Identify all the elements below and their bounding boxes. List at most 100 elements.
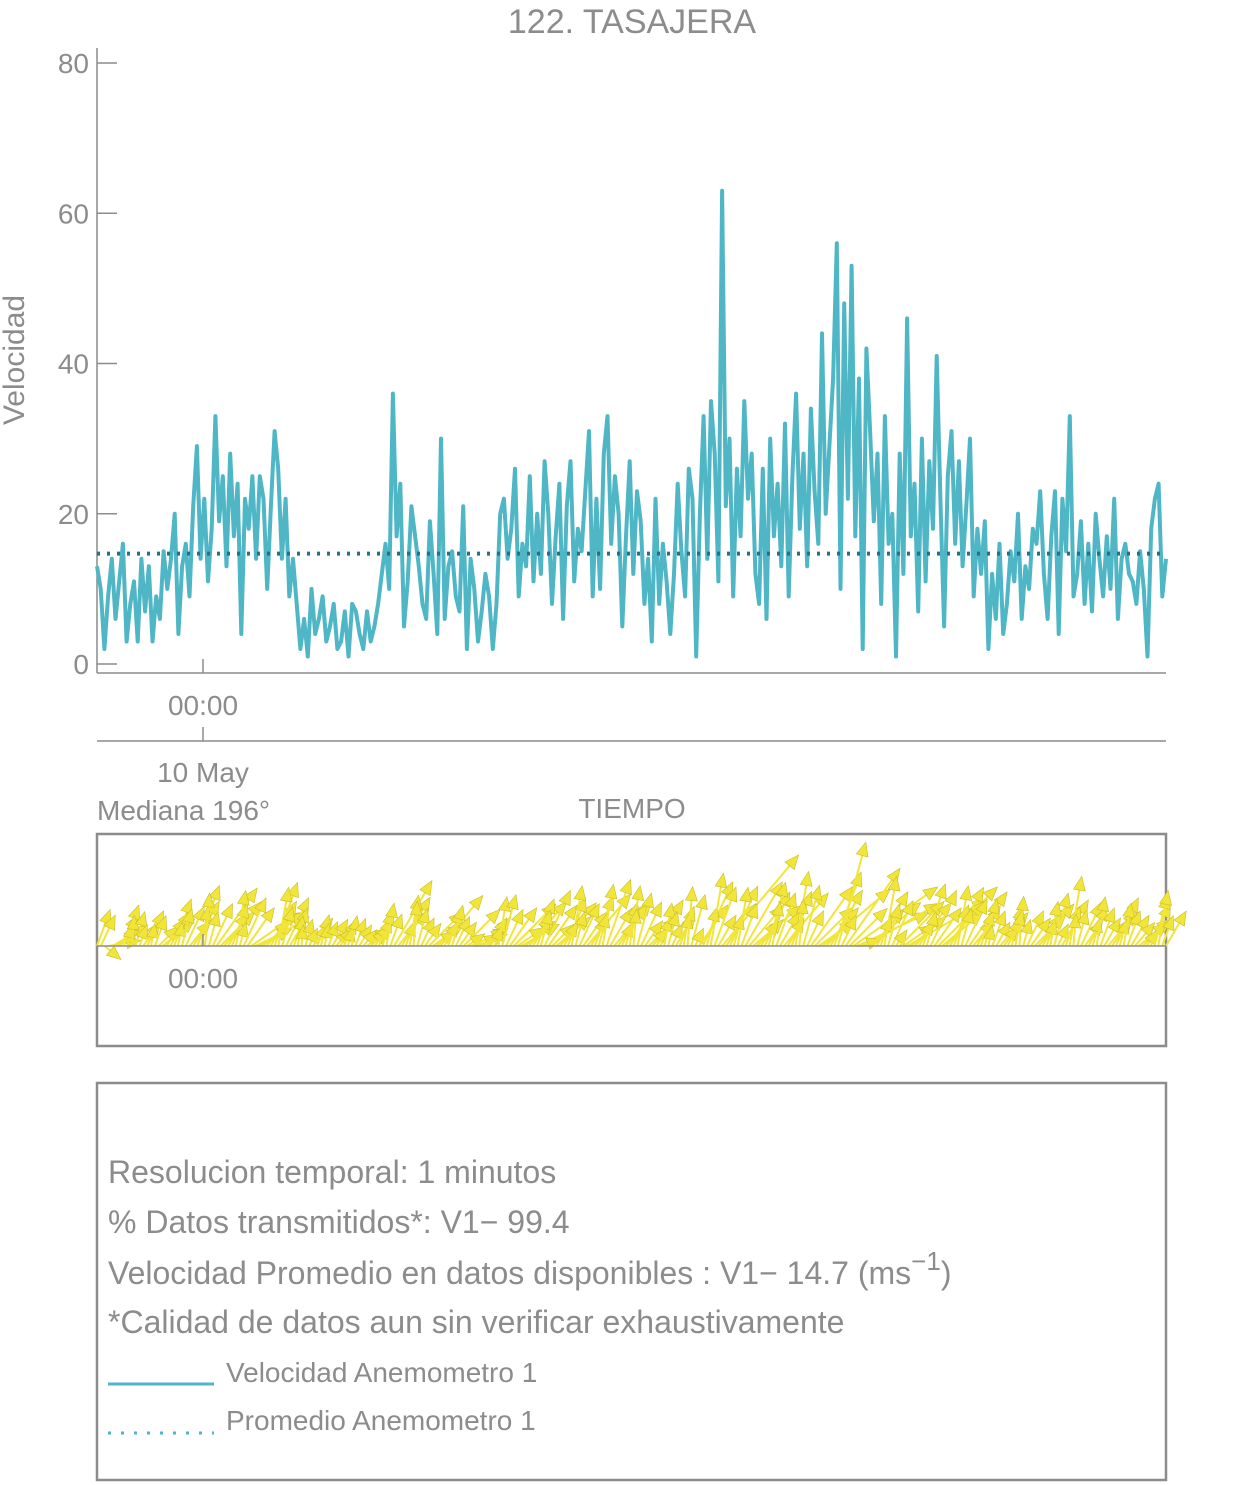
y-tick-label: 80 — [58, 48, 89, 79]
wind-arrow-shaft — [246, 918, 268, 947]
wind-arrow-head — [667, 910, 680, 928]
wind-arrow-shaft — [802, 898, 817, 947]
wind-arrow — [848, 907, 888, 947]
wind-arrow-shaft — [659, 929, 668, 947]
wind-arrow — [640, 901, 662, 947]
wind-arrow-head — [296, 897, 309, 914]
wind-arrow-shaft — [551, 933, 565, 947]
info-mean-speed-end: ) — [941, 1255, 952, 1291]
direction-plot-frame — [95, 832, 1168, 1048]
wind-arrow — [609, 907, 633, 947]
wind-arrow-shaft — [1126, 923, 1137, 947]
wind-arrow-shaft — [620, 934, 628, 947]
wind-arrow-head — [649, 901, 662, 918]
wind-arrow — [1165, 910, 1187, 947]
wind-arrow — [104, 945, 122, 961]
wind-arrow-shaft — [1080, 914, 1097, 947]
wind-arrow-shaft — [814, 916, 845, 947]
wind-arrow-shaft — [509, 918, 530, 947]
wind-arrow — [840, 914, 857, 947]
wind-arrow-shaft — [798, 913, 804, 947]
wind-arrow-head — [641, 892, 654, 909]
wind-arrow — [667, 910, 680, 947]
wind-arrow — [574, 910, 588, 947]
wind-arrow — [547, 904, 578, 947]
wind-arrow — [277, 886, 293, 947]
wind-arrow-head — [982, 886, 998, 902]
wind-arrow-head — [983, 924, 996, 941]
wind-arrow-shaft — [840, 927, 852, 947]
wind-arrow-head — [922, 886, 939, 901]
wind-arrow — [153, 914, 168, 947]
wind-arrow-shaft — [362, 939, 369, 947]
wind-arrow — [736, 886, 752, 947]
wind-arrow-head — [523, 907, 538, 924]
chart-title: 122. TASAJERA — [508, 3, 757, 41]
wind-arrow — [246, 907, 275, 947]
wind-arrow — [893, 929, 908, 947]
wind-arrow-head — [714, 872, 728, 889]
wind-arrow — [991, 910, 1007, 947]
wind-arrow-head — [417, 907, 430, 925]
wind-arrow-shaft — [428, 920, 454, 947]
wind-arrow-shaft — [717, 926, 730, 947]
wind-arrow-shaft — [632, 922, 637, 947]
wind-arrow-shaft — [771, 915, 779, 947]
wind-arrow-head — [993, 891, 1008, 908]
wind-arrow-head — [154, 914, 168, 932]
wind-arrow-shaft — [177, 935, 181, 947]
wind-arrow-shaft — [663, 916, 671, 947]
wind-arrows — [96, 841, 1187, 961]
info-box-frame — [95, 1081, 1168, 1482]
wind-arrow-shaft — [447, 922, 458, 947]
info-mean-speed-unit-exp: −1 — [911, 1246, 941, 1276]
wind-arrow-shaft — [686, 900, 693, 947]
wind-arrow — [578, 902, 600, 947]
wind-arrow-shaft — [563, 933, 572, 947]
wind-arrow — [281, 906, 296, 947]
info-mean-speed: Velocidad Promedio en datos disponibles … — [108, 1246, 951, 1291]
wind-arrow-head — [208, 884, 221, 902]
wind-arrow-shaft — [543, 902, 566, 947]
wind-arrow-shaft — [130, 929, 135, 947]
wind-arrow-head — [685, 885, 698, 902]
wind-arrow-head — [811, 910, 824, 927]
wind-arrow-shaft — [578, 915, 595, 947]
wind-arrow-shaft — [1095, 910, 1104, 947]
wind-arrow-head — [1136, 914, 1150, 931]
wind-arrow-shaft — [1134, 932, 1147, 947]
legend-label-mean: Promedio Anemometro 1 — [226, 1405, 536, 1436]
wind-arrow-head — [260, 907, 275, 924]
wind-arrow-shaft — [891, 912, 909, 947]
wind-arrow-head — [587, 902, 600, 920]
wind-arrow-shaft — [1118, 932, 1125, 947]
wind-arrow-shaft — [281, 920, 291, 947]
wind-arrow-head — [799, 870, 813, 887]
wind-arrow — [691, 927, 704, 947]
wind-arrow-shaft — [690, 907, 703, 947]
wind-arrow-head — [784, 892, 797, 909]
wind-arrow-head — [452, 904, 466, 921]
wind-arrow-head — [994, 910, 1007, 927]
wind-arrow-shaft — [497, 910, 506, 947]
wind-arrow-shaft — [1026, 923, 1039, 947]
wind-arrow-shaft — [933, 918, 955, 947]
wind-arrow-head — [1020, 918, 1033, 935]
wind-arrow-head — [540, 909, 553, 926]
wind-arrow-shaft — [200, 919, 207, 947]
wind-arrow-head — [409, 900, 423, 916]
wind-arrow-shaft — [211, 915, 228, 947]
wind-arrow — [925, 910, 939, 947]
wind-arrow-head — [604, 883, 618, 900]
wind-arrow-head — [134, 910, 148, 928]
wind-arrow-shaft — [335, 939, 342, 947]
wind-arrow-head — [795, 898, 809, 915]
wind-arrow-shaft — [99, 927, 111, 947]
wind-arrow-shaft — [1091, 931, 1098, 947]
wind-arrow-head — [468, 894, 484, 911]
wind-arrow-shaft — [879, 929, 888, 947]
wind-arrow-head — [975, 898, 988, 915]
wind-arrow-head — [925, 910, 939, 928]
wind-arrow — [462, 908, 501, 947]
wind-arrow-head — [629, 908, 642, 924]
